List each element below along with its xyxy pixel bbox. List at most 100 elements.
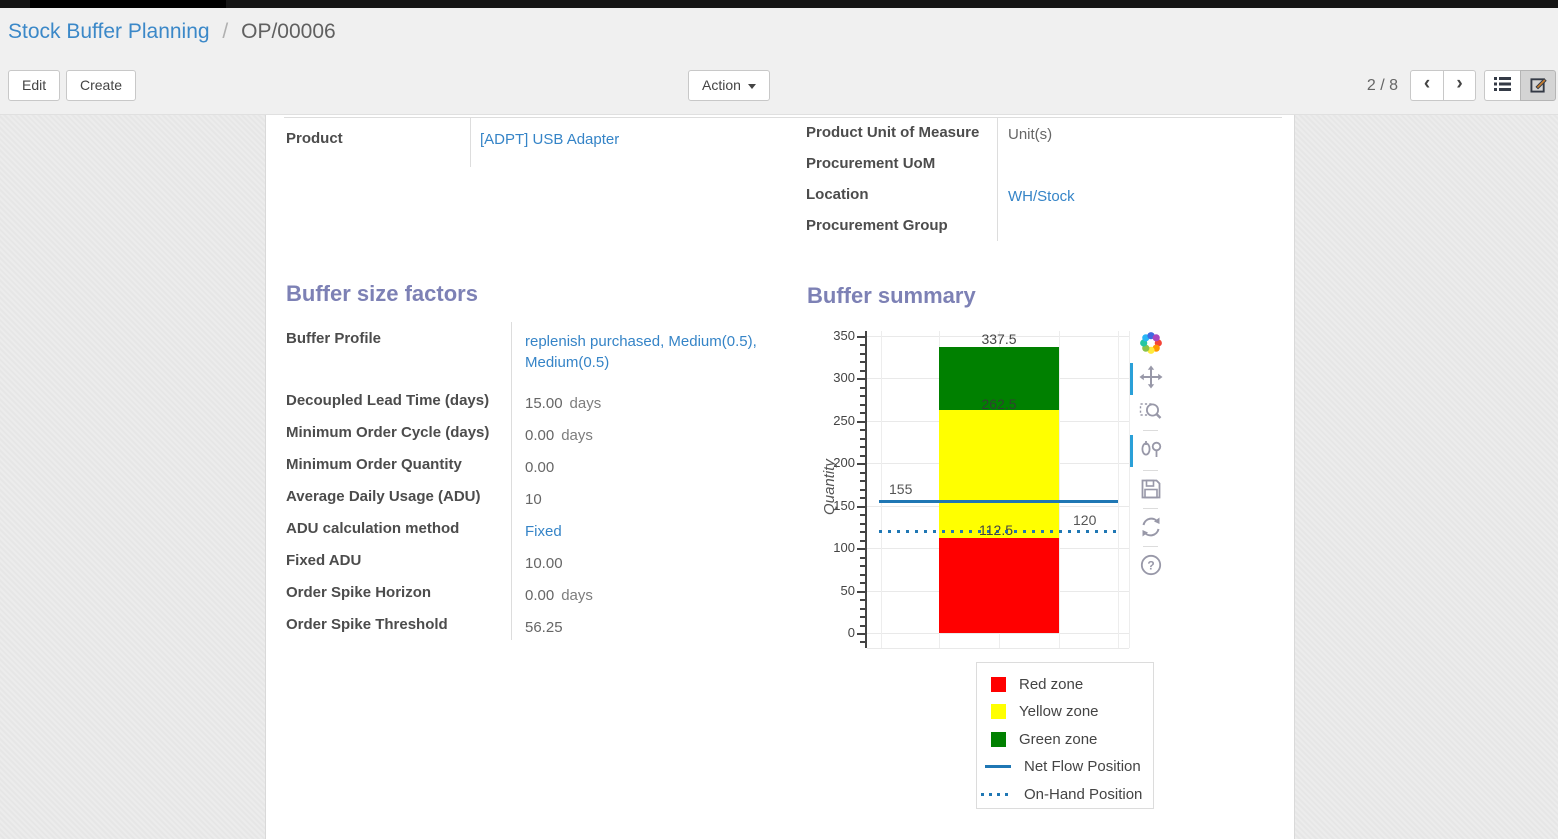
legend-item[interactable]: Net Flow Position — [977, 753, 1153, 780]
breadcrumb: Stock Buffer Planning / OP/00006 — [8, 20, 336, 44]
y-axis-minor-tick — [860, 616, 865, 618]
field-value: 15.00 days — [512, 384, 601, 414]
top-nav-bar — [0, 0, 1558, 8]
field-label: Fixed ADU — [286, 544, 512, 576]
bar-label-red-top: 112.5 — [979, 521, 1013, 538]
legend-item[interactable]: Red zone — [977, 671, 1153, 698]
field-label: ADU calculation method — [286, 512, 512, 544]
y-axis-minor-tick — [860, 438, 865, 440]
field-value-link[interactable]: replenish purchased, Medium(0.5), Medium… — [525, 333, 757, 371]
field-row: Product [ADPT] USB Adapter — [286, 117, 806, 167]
field-value-text: 10 — [525, 491, 542, 508]
legend-item[interactable]: On-Hand Position — [977, 781, 1153, 808]
hover-compare-icon[interactable] — [1137, 435, 1165, 463]
buffer-size-factors-group: Buffer Profile replenish purchased, Mediu… — [286, 322, 791, 640]
chart-legend: Red zone Yellow zone Green zone Net Flow Po… — [976, 662, 1154, 809]
field-row: Average Daily Usage (ADU) 10 — [286, 480, 791, 512]
pager-next-button[interactable]: › — [1443, 70, 1476, 101]
y-axis-minor-tick — [860, 472, 865, 474]
field-row: Location WH/Stock — [806, 179, 1284, 210]
y-axis-minor-tick — [860, 574, 865, 576]
modebar-active-indicator — [1130, 435, 1133, 467]
control-panel: Stock Buffer Planning / OP/00006 Edit Cr… — [0, 8, 1558, 115]
legend-item[interactable]: Green zone — [977, 726, 1153, 753]
field-unit-label: days — [561, 587, 593, 604]
y-axis-major-tick — [857, 463, 865, 465]
red-zone-bar — [939, 537, 1059, 633]
y-axis-tick-label: 0 — [847, 625, 855, 640]
y-axis-minor-tick — [860, 344, 865, 346]
plot-border-bottom — [867, 648, 1129, 649]
pan-icon[interactable] — [1137, 363, 1165, 391]
y-axis-minor-tick — [860, 514, 865, 516]
form-view-button[interactable] — [1520, 70, 1556, 101]
legend-swatch-dotted-line — [981, 792, 1011, 796]
field-value: 0.00 — [512, 448, 554, 478]
breadcrumb-current: OP/00006 — [241, 20, 336, 43]
green-zone-bar — [939, 346, 1059, 411]
create-button[interactable]: Create — [66, 70, 137, 101]
net-flow-label: 155 — [889, 481, 913, 498]
field-value: Fixed — [512, 512, 562, 542]
field-value-text: 0.00 — [525, 459, 555, 476]
legend-item[interactable]: Yellow zone — [977, 698, 1153, 725]
field-value — [998, 148, 1008, 157]
field-value: 0.00 days — [512, 416, 593, 446]
y-axis-minor-tick — [860, 599, 865, 601]
legend-label: Green zone — [1019, 730, 1098, 748]
help-icon[interactable]: ? — [1137, 551, 1165, 579]
edit-button[interactable]: Edit — [8, 70, 61, 101]
legend-label: Yellow zone — [1019, 703, 1099, 721]
breadcrumb-separator: / — [222, 20, 229, 43]
legend-label: On-Hand Position — [1024, 785, 1143, 803]
gridline-vertical — [1059, 331, 1060, 648]
field-row: Procurement Group — [806, 210, 1284, 241]
y-axis-tick-label: 200 — [833, 455, 855, 471]
group-divider — [284, 117, 1282, 118]
y-axis-minor-tick — [860, 455, 865, 457]
y-axis-minor-tick — [860, 608, 865, 610]
y-axis-major-tick — [857, 591, 865, 593]
y-axis-minor-tick — [860, 412, 865, 414]
field-value-link[interactable]: WH/Stock — [1008, 188, 1075, 205]
pager-previous-button[interactable]: ‹ — [1410, 70, 1443, 101]
y-axis-minor-tick — [860, 429, 865, 431]
plotly-logo-icon[interactable] — [1137, 329, 1165, 357]
field-value-text: 0.00 — [525, 587, 555, 604]
field-row: Minimum Order Cycle (days) 0.00 days — [286, 416, 791, 448]
box-zoom-icon[interactable] — [1137, 397, 1165, 425]
buffer-summary-chart[interactable]: ? 155 120 337.5 262.5 112.5 0 50 100 150 200 250 30… — [811, 325, 1176, 660]
y-axis-tick-label: 50 — [840, 582, 855, 598]
y-axis-tick-label: 350 — [833, 328, 855, 343]
edit-form-icon — [1529, 77, 1547, 93]
field-value: 56.25 — [512, 608, 563, 638]
on-hand-line — [879, 529, 1118, 533]
y-axis-minor-tick — [860, 641, 865, 643]
net-flow-line — [879, 499, 1118, 503]
reset-axes-icon[interactable] — [1137, 513, 1165, 541]
y-axis-minor-tick — [860, 395, 865, 397]
field-value-text: 0.00 — [525, 427, 555, 444]
list-icon — [1494, 77, 1511, 91]
list-view-button[interactable] — [1484, 70, 1520, 101]
procurement-group: Product Unit of Measure Unit(s) Procuremen… — [806, 117, 1284, 241]
y-axis-minor-tick — [860, 582, 865, 584]
action-button[interactable]: Action — [688, 70, 770, 101]
modebar-active-indicator — [1130, 363, 1133, 395]
field-row: Minimum Order Quantity 0.00 — [286, 448, 791, 480]
modebar-separator — [1143, 470, 1158, 471]
field-label: Average Daily Usage (ADU) — [286, 480, 512, 512]
y-axis-major-tick — [857, 421, 865, 423]
save-image-icon[interactable] — [1137, 475, 1165, 503]
y-axis-minor-tick — [860, 540, 865, 542]
y-axis-minor-tick — [860, 446, 865, 448]
gridline-horizontal — [867, 633, 1129, 634]
breadcrumb-parent-link[interactable]: Stock Buffer Planning — [8, 20, 210, 43]
field-value-link[interactable]: Fixed — [525, 523, 562, 540]
field-value-link[interactable]: [ADPT] USB Adapter — [480, 131, 620, 148]
modebar-separator — [1143, 546, 1158, 547]
y-axis-minor-tick — [860, 387, 865, 389]
field-row: Buffer Profile replenish purchased, Mediu… — [286, 322, 791, 384]
field-value — [998, 210, 1008, 219]
gridline-vertical — [1118, 331, 1119, 648]
